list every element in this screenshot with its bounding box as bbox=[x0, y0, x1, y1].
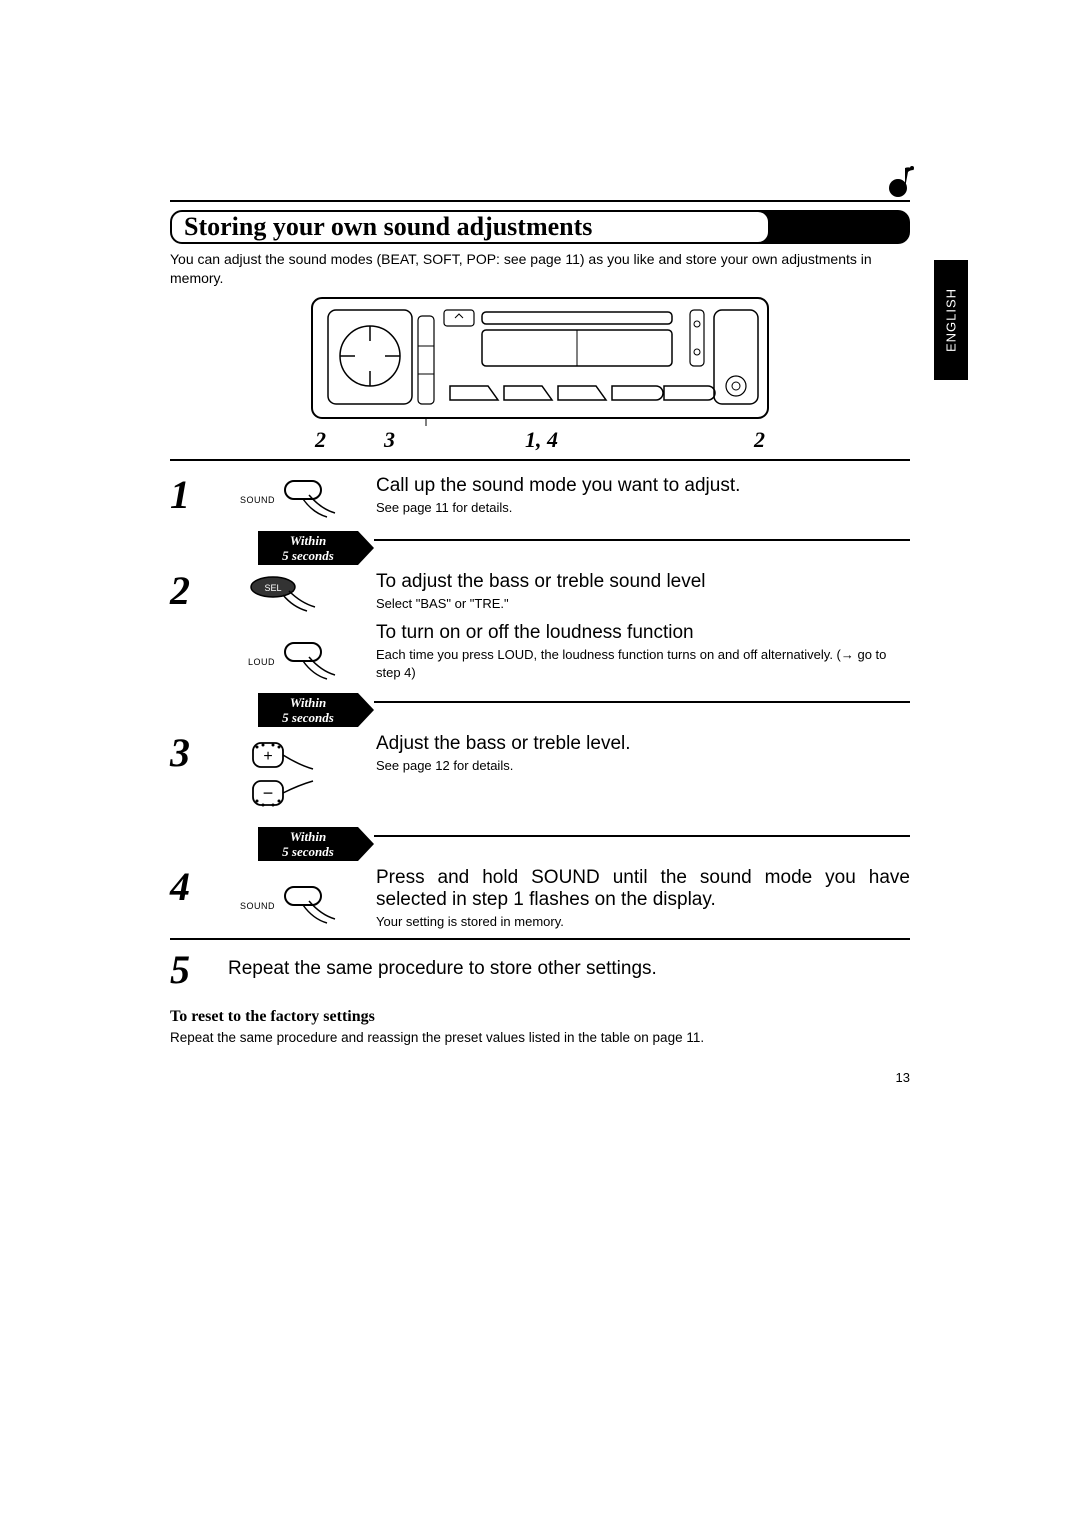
step1-sub: See page 11 for details. bbox=[376, 499, 910, 517]
within-5-seconds-2: Within 5 seconds bbox=[170, 693, 910, 729]
step-number: 4 bbox=[170, 867, 208, 907]
step2-sub-b: Each time you press LOUD, the loudness f… bbox=[376, 646, 910, 681]
within-line2: 5 seconds bbox=[282, 844, 334, 859]
step-number: 3 bbox=[170, 733, 208, 773]
section-title: Storing your own sound adjustments bbox=[184, 212, 592, 242]
button-label-sound: SOUND bbox=[233, 901, 275, 911]
divider bbox=[170, 938, 910, 940]
divider bbox=[170, 459, 910, 461]
step3-sub: See page 12 for details. bbox=[376, 757, 910, 775]
page-number: 13 bbox=[896, 1070, 910, 1085]
loud-button-icon bbox=[283, 641, 343, 683]
step-number: 5 bbox=[170, 950, 208, 990]
reset-text: Repeat the same procedure and reassign t… bbox=[170, 1030, 910, 1045]
step2-title-a: To adjust the bass or treble sound level bbox=[376, 571, 910, 593]
within-line1: Within bbox=[290, 829, 326, 844]
step-number: 2 bbox=[170, 571, 208, 611]
step-4: 4 SOUND Press and hold SOUND until the s… bbox=[170, 863, 910, 935]
within-line1: Within bbox=[290, 533, 326, 548]
sound-button-icon bbox=[283, 885, 343, 927]
step-1: 1 SOUND Call up the sound mode you want … bbox=[170, 471, 910, 525]
step4-sub: Your setting is stored in memory. bbox=[376, 913, 910, 931]
device-illustration: 2 3 1, 4 2 bbox=[170, 296, 910, 453]
music-note-icon bbox=[880, 160, 920, 200]
step-3: 3 + − Adjust the bass or treble level. S… bbox=[170, 729, 910, 821]
svg-text:−: − bbox=[263, 783, 274, 803]
step-number: 1 bbox=[170, 475, 208, 515]
sound-button-icon bbox=[283, 479, 343, 521]
within-line2: 5 seconds bbox=[282, 710, 334, 725]
reset-heading: To reset to the factory settings bbox=[170, 1008, 910, 1026]
step4-title: Press and hold SOUND until the sound mod… bbox=[376, 867, 910, 911]
step-2: 2 SEL LOUD To adjust t bbox=[170, 567, 910, 687]
callout-numbers: 2 3 1, 4 2 bbox=[170, 427, 910, 453]
plus-minus-rocker-icon: + − bbox=[243, 737, 333, 817]
intro-text: You can adjust the sound modes (BEAT, SO… bbox=[170, 250, 910, 288]
within-line2: 5 seconds bbox=[282, 548, 334, 563]
callout-2a: 2 bbox=[315, 427, 326, 453]
step1-title: Call up the sound mode you want to adjus… bbox=[376, 475, 910, 497]
top-rule bbox=[170, 200, 910, 202]
step5-text: Repeat the same procedure to store other… bbox=[228, 958, 657, 980]
manual-page: ENGLISH Storing your own sound adjustmen… bbox=[170, 200, 910, 1045]
within-line1: Within bbox=[290, 695, 326, 710]
callout-14: 1, 4 bbox=[525, 427, 558, 453]
button-label-loud: LOUD bbox=[233, 657, 275, 667]
within-5-seconds-1: Within 5 seconds bbox=[170, 531, 910, 567]
step-5: 5 Repeat the same procedure to store oth… bbox=[170, 950, 910, 990]
within-5-seconds-3: Within 5 seconds bbox=[170, 827, 910, 863]
language-tab: ENGLISH bbox=[934, 260, 968, 380]
step2-sub-a: Select "BAS" or "TRE." bbox=[376, 595, 910, 613]
callout-2b: 2 bbox=[754, 427, 765, 453]
section-title-bar: Storing your own sound adjustments bbox=[170, 210, 910, 244]
step2-title-b: To turn on or off the loudness function bbox=[376, 622, 910, 644]
sel-button-icon: SEL bbox=[247, 575, 337, 617]
sel-label: SEL bbox=[264, 583, 281, 593]
callout-3: 3 bbox=[384, 427, 395, 453]
step3-title: Adjust the bass or treble level. bbox=[376, 733, 910, 755]
button-label-sound: SOUND bbox=[233, 495, 275, 505]
svg-text:+: + bbox=[263, 748, 272, 765]
